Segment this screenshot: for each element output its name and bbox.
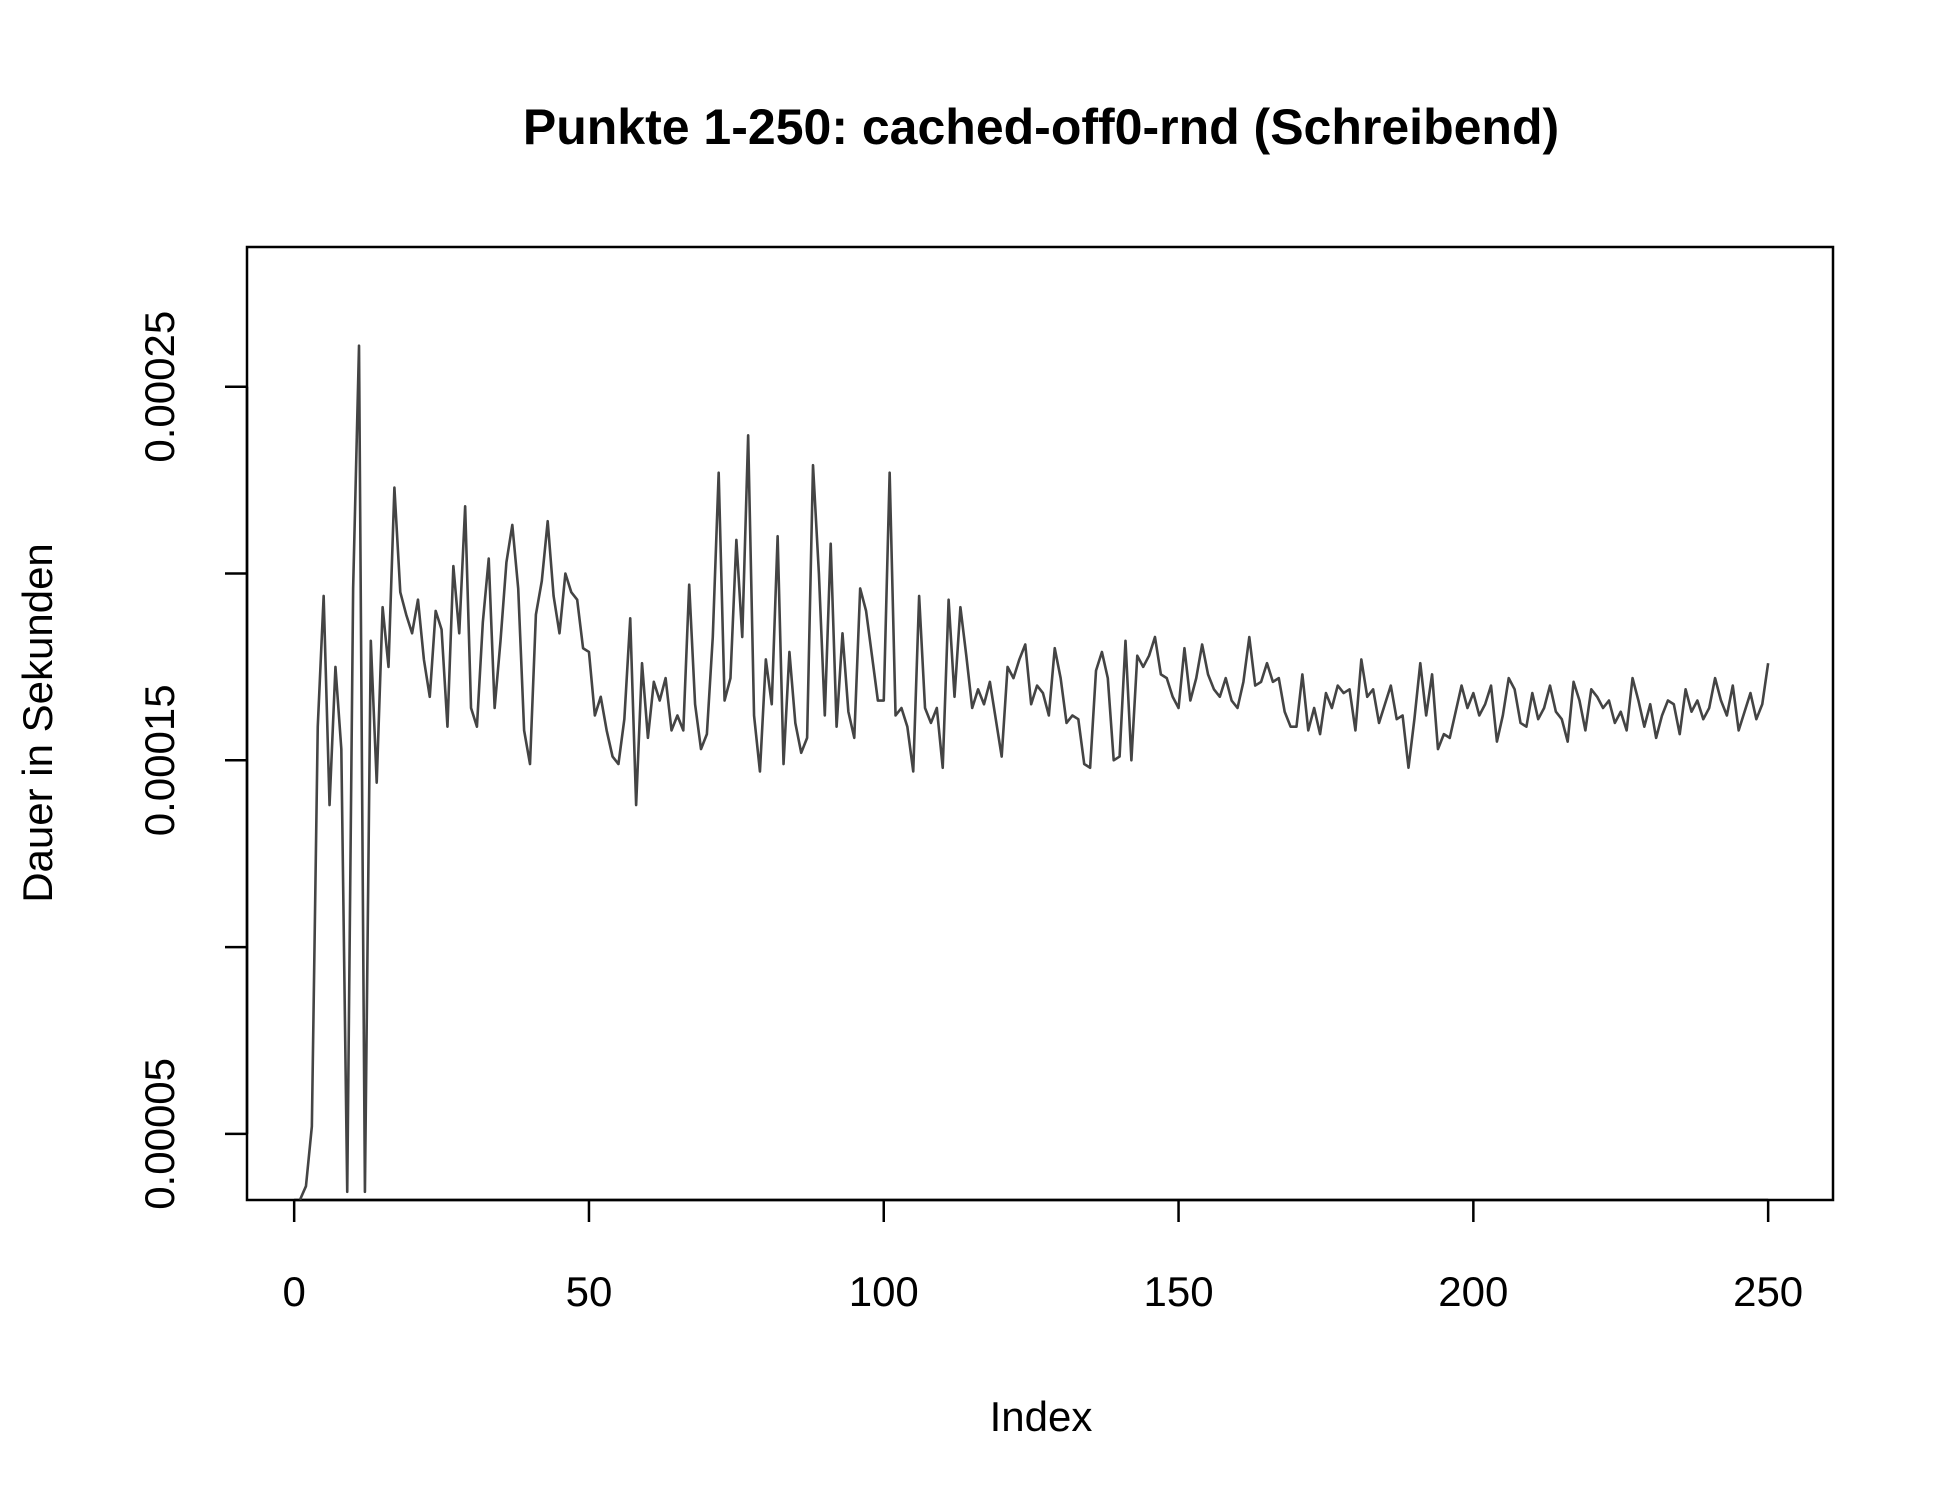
x-axis: 0 50 100 150 200 250 [282,1198,1803,1315]
x-axis-label: Index [990,1393,1093,1440]
x-tick-label: 150 [1144,1268,1214,1315]
x-tick-label: 200 [1438,1268,1508,1315]
y-tick-label: 0.00025 [136,311,183,463]
y-tick-label: 0.00005 [136,1058,183,1210]
x-tick-label: 50 [566,1268,613,1315]
y-tick-label: 0.00015 [136,684,183,836]
x-tick-label: 100 [849,1268,919,1315]
plot-frame [245,245,1835,1202]
y-axis-label: Dauer in Sekunden [14,543,61,903]
series-group [298,344,1770,1201]
x-tick-label: 250 [1733,1268,1803,1315]
x-tick-label: 0 [282,1268,305,1315]
chart-title: Punkte 1-250: cached-off0-rnd (Schreiben… [523,99,1559,155]
y-axis: 0.00005 0.00015 0.00025 [136,311,249,1210]
series-line [298,344,1770,1201]
